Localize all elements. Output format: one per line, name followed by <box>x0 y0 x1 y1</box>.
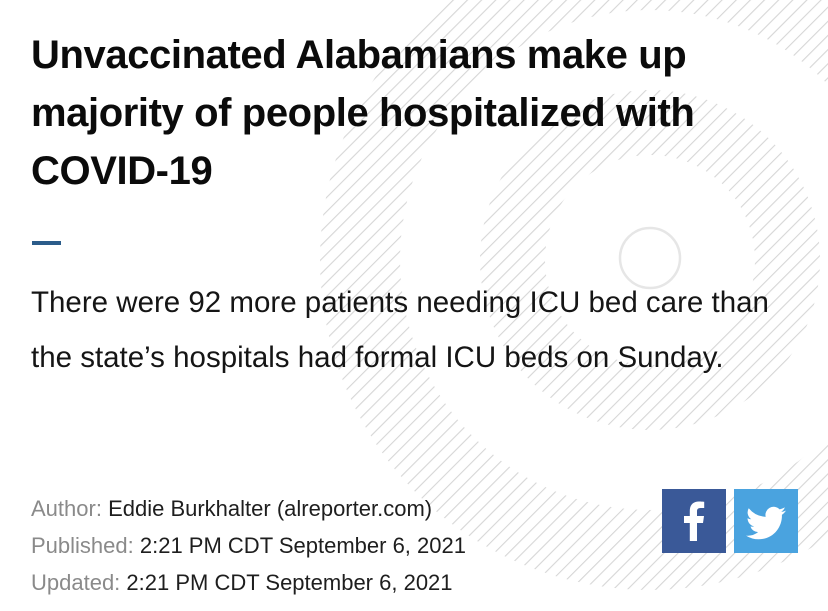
updated-line: Updated: 2:21 PM CDT September 6, 2021 <box>31 564 651 601</box>
accent-divider <box>32 241 61 245</box>
twitter-share-button[interactable] <box>734 489 798 553</box>
published-line: Published: 2:21 PM CDT September 6, 2021 <box>31 527 651 564</box>
facebook-share-button[interactable] <box>662 489 726 553</box>
author-value: Eddie Burkhalter (alreporter.com) <box>108 496 433 521</box>
published-value: 2:21 PM CDT September 6, 2021 <box>139 533 466 558</box>
facebook-icon <box>662 489 726 553</box>
updated-value: 2:21 PM CDT September 6, 2021 <box>126 570 453 595</box>
article-summary: There were 92 more patients needing ICU … <box>31 286 769 374</box>
updated-label: Updated: <box>31 570 121 595</box>
article-meta: Author: Eddie Burkhalter (alreporter.com… <box>31 490 651 601</box>
published-label: Published: <box>31 533 134 558</box>
twitter-icon <box>734 489 798 553</box>
author-label: Author: <box>31 496 102 521</box>
author-line: Author: Eddie Burkhalter (alreporter.com… <box>31 490 651 527</box>
article-headline: Unvaccinated Alabamians make up majority… <box>31 33 695 193</box>
